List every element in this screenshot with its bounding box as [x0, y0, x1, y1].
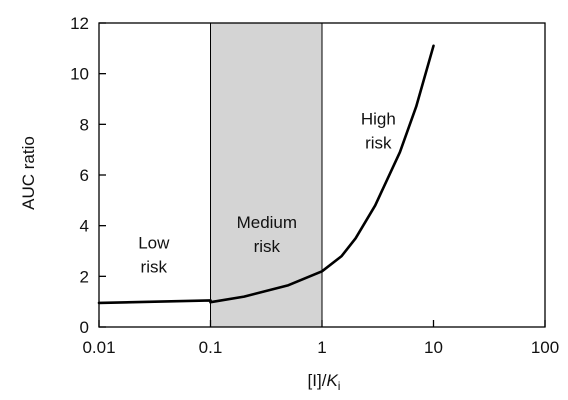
medium-risk-band	[210, 23, 322, 327]
x-axis-label-prefix: [I]/	[308, 371, 327, 390]
y-tick-label: 6	[80, 166, 89, 185]
x-axis-label: [I]/Ki	[308, 371, 341, 393]
region-label-high: High risk	[361, 109, 396, 152]
region-label-line: risk	[365, 133, 392, 152]
y-tick-label: 12	[70, 14, 89, 33]
region-label-low: Low risk	[138, 233, 170, 276]
y-tick-label: 4	[80, 217, 89, 236]
x-axis-label-subscript: i	[338, 379, 341, 393]
y-tick-label: 2	[80, 267, 89, 286]
x-axis-label-k: K	[326, 371, 338, 390]
region-label-line: Medium	[237, 213, 297, 232]
x-tick-label: 0.1	[199, 338, 223, 357]
region-label-line: risk	[254, 237, 281, 256]
x-tick-label: 10	[424, 338, 443, 357]
region-label-line: risk	[141, 257, 168, 276]
region-label-line: Low	[138, 233, 170, 252]
auc-ratio-curve	[97, 44, 435, 305]
y-tick-label: 0	[80, 318, 89, 337]
y-tick-label: 8	[80, 115, 89, 134]
region-label-medium: Medium risk	[237, 213, 297, 256]
region-label-line: High	[361, 109, 396, 128]
x-tick-label: 0.01	[82, 338, 115, 357]
x-tick-label: 1	[317, 338, 326, 357]
y-axis-label: AUC ratio	[19, 136, 38, 210]
y-tick-label: 10	[70, 65, 89, 84]
x-tick-label: 100	[531, 338, 559, 357]
